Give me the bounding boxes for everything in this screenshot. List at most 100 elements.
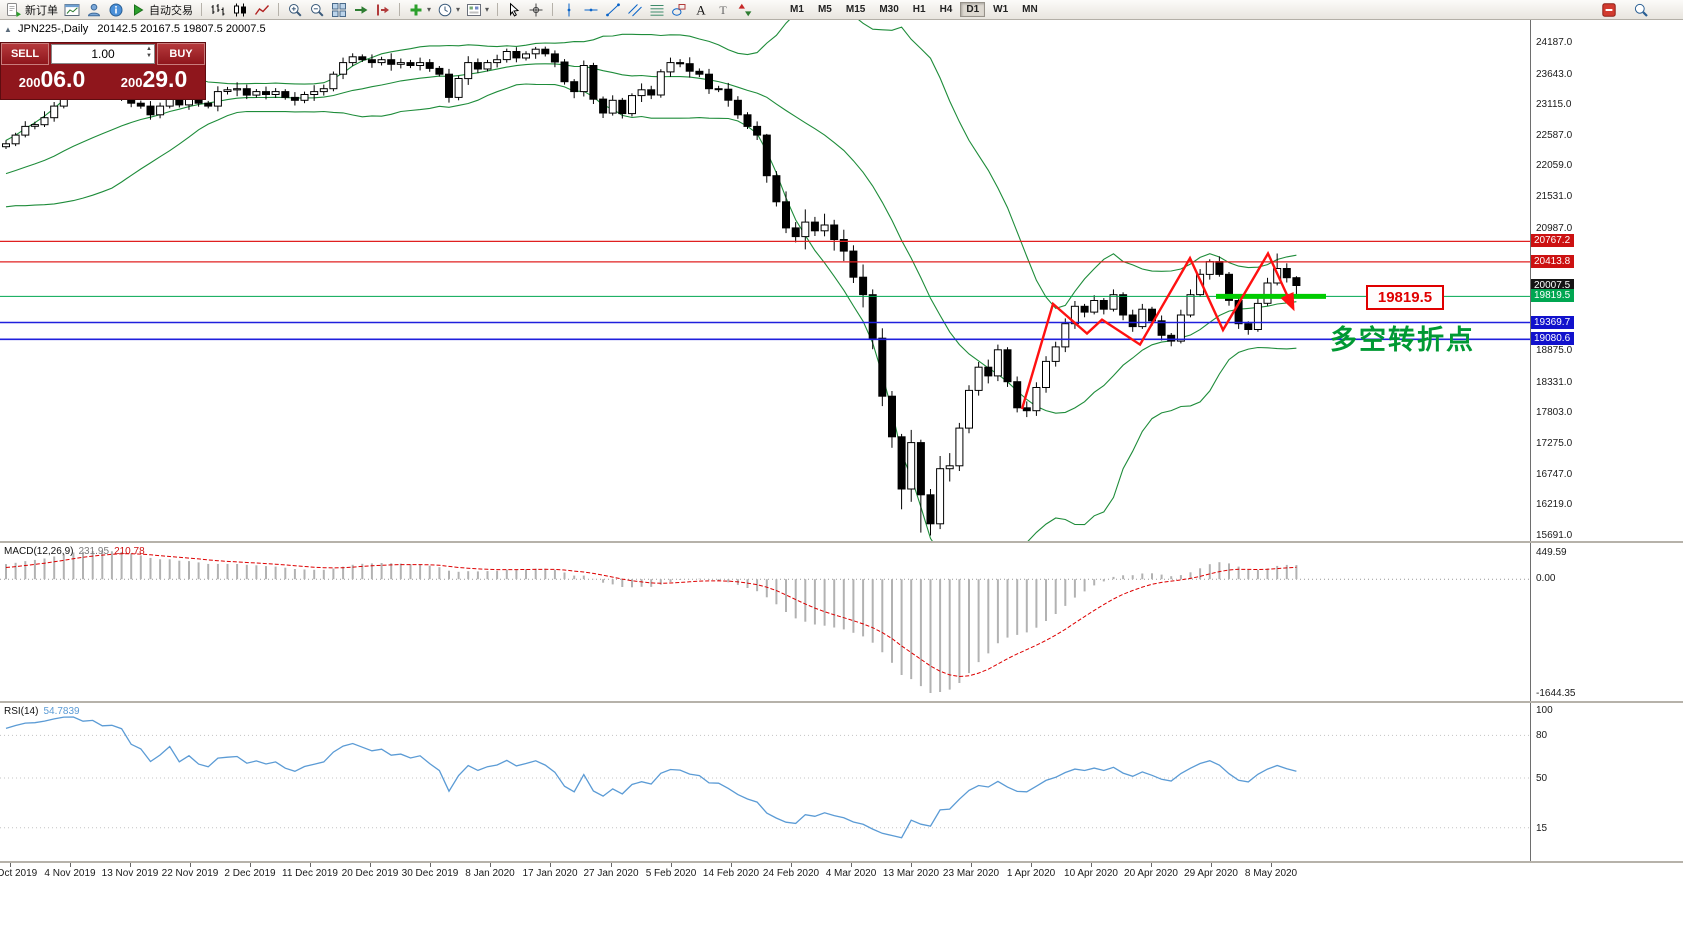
- macd-axis-label: 0.00: [1536, 573, 1556, 584]
- macd-indicator-canvas[interactable]: [0, 543, 1530, 701]
- toolbar-indicators-button[interactable]: ▾: [406, 1, 433, 19]
- price-axis-label: 22059.0: [1536, 160, 1573, 171]
- date-axis-label: 20 Dec 2019: [341, 868, 399, 879]
- date-tick: [190, 863, 191, 867]
- toolbar-profile-button[interactable]: [84, 1, 104, 19]
- volume-input[interactable]: 1.00 ▲ ▼: [51, 44, 155, 64]
- channel-icon: [627, 2, 643, 18]
- play-icon: [130, 2, 146, 18]
- rsi-indicator-canvas[interactable]: [0, 703, 1530, 861]
- price-axis-label: 23643.0: [1536, 69, 1573, 80]
- timeframe-H4[interactable]: H4: [939, 4, 953, 15]
- toolbar-arrows-button[interactable]: [735, 1, 755, 19]
- toolbar-periods-button[interactable]: ▾: [435, 1, 462, 19]
- timeframe-M1[interactable]: M1: [790, 4, 804, 15]
- toolbar-cursor-button[interactable]: [504, 1, 524, 19]
- toolbar-horizontal-line-button[interactable]: [581, 1, 601, 19]
- panel-separator[interactable]: [0, 861, 1683, 863]
- toolbar-zoom-in-button[interactable]: [285, 1, 305, 19]
- bollinger-lower-band[interactable]: [5, 83, 1297, 542]
- timeframe-M15[interactable]: M15: [845, 4, 866, 15]
- toolbar-equidistant-channel-button[interactable]: [625, 1, 645, 19]
- date-tick: [1271, 863, 1272, 867]
- timeframe-M5[interactable]: M5: [817, 4, 832, 15]
- toolbar-data-window-button[interactable]: [106, 1, 126, 19]
- candles-icon: [232, 2, 248, 18]
- toolbar-bar-chart-mode-button[interactable]: [208, 1, 228, 19]
- indicators-icon: [408, 2, 424, 18]
- price-big-digits: 29.0: [142, 66, 188, 92]
- toolbar-new-order-button[interactable]: 新订单: [4, 1, 60, 19]
- toolbar-trendline-button[interactable]: [603, 1, 623, 19]
- svg-text:T: T: [719, 3, 727, 17]
- toolbar-auto-trading-button[interactable]: 自动交易: [128, 1, 195, 19]
- toolbar-candlestick-mode-button[interactable]: [230, 1, 250, 19]
- macd-value: 231.95: [78, 546, 110, 557]
- price-badge: 20007.5: [1531, 279, 1575, 292]
- macd-histogram: [5, 551, 1298, 693]
- price-axis-label: 24187.0: [1536, 37, 1573, 48]
- price-badge: 19819.5: [1531, 289, 1575, 302]
- toolbar-button-label: 自动交易: [149, 4, 193, 17]
- toolbar-zoom-out-button[interactable]: [307, 1, 327, 19]
- date-tick: [250, 863, 251, 867]
- toolbar-text-label-button[interactable]: T: [713, 1, 733, 19]
- search-icon: [1633, 2, 1649, 18]
- toolbar-stop-button[interactable]: [1599, 1, 1619, 19]
- date-axis-label: 13 Nov 2019: [101, 868, 159, 879]
- rsi-axis-label: 100: [1536, 705, 1553, 716]
- toolbar-separator: [399, 3, 400, 16]
- toolbar-fibonacci-button[interactable]: [647, 1, 667, 19]
- date-tick: [130, 863, 131, 867]
- panel-separator[interactable]: [0, 701, 1683, 703]
- date-axis-label: 17 Jan 2020: [522, 868, 578, 879]
- toolbar-templates-button[interactable]: ▾: [464, 1, 491, 19]
- timeframe-W1[interactable]: W1: [993, 4, 1009, 15]
- rsi-axis-label: 80: [1536, 730, 1548, 742]
- toolbar-chart-shift-button[interactable]: [373, 1, 393, 19]
- toolbar-crosshair-button[interactable]: [526, 1, 546, 19]
- one-click-collapse-toggle-icon[interactable]: ▲: [4, 25, 12, 34]
- spin-down-icon[interactable]: ▼: [146, 53, 152, 59]
- date-tick: [971, 863, 972, 867]
- volume-spinner[interactable]: ▲ ▼: [146, 46, 152, 60]
- price-annotation-tag[interactable]: 19819.5: [1366, 285, 1444, 310]
- trendline-icon: [605, 2, 621, 18]
- toolbar-auto-scroll-button[interactable]: [351, 1, 371, 19]
- timeframe-H1[interactable]: H1: [912, 4, 926, 15]
- toolbar-search-button[interactable]: [1631, 1, 1651, 19]
- toolbar-chart-window-button[interactable]: [62, 1, 82, 19]
- sell-button[interactable]: SELL: [1, 43, 49, 65]
- toolbar-tile-windows-button[interactable]: [329, 1, 349, 19]
- panel-separator[interactable]: [0, 541, 1683, 543]
- buy-button[interactable]: BUY: [157, 43, 205, 65]
- date-tick: [550, 863, 551, 867]
- timeframe-D1[interactable]: D1: [960, 2, 986, 17]
- timeframe-M30[interactable]: M30: [879, 4, 899, 15]
- macd-axis-label: -1644.35: [1536, 688, 1576, 699]
- price-axis[interactable]: 100 80 50 15 24187.0 23643.0 23115.0 22587.0 220…: [1530, 20, 1683, 863]
- price-big-digits: 06.0: [40, 66, 86, 92]
- timeframe-MN[interactable]: MN: [1022, 4, 1038, 15]
- toolbar-vertical-line-button[interactable]: [559, 1, 579, 19]
- bollinger-middle-band[interactable]: [5, 63, 1297, 414]
- macd-name: MACD(12,26,9): [4, 546, 74, 557]
- chart-window-icon: [64, 2, 80, 18]
- date-tick: [310, 863, 311, 867]
- price-badge: 19080.6: [1531, 332, 1575, 345]
- date-axis-label: 29 Apr 2020: [1184, 868, 1238, 879]
- toolbar-text-button[interactable]: A: [691, 1, 711, 19]
- zigzag-trend-annotation[interactable]: [1020, 250, 1295, 410]
- rsi-axis-label: 15: [1536, 822, 1548, 834]
- price-badge: 19369.7: [1531, 316, 1575, 329]
- spin-up-icon[interactable]: ▲: [146, 46, 152, 52]
- one-click-trading-panel: SELL 1.00 ▲ ▼ BUY 200 06.0 200 29.0: [0, 42, 206, 100]
- toolbar-shapes-button[interactable]: [669, 1, 689, 19]
- toolbar-line-chart-mode-button[interactable]: [252, 1, 272, 19]
- date-tick: [1031, 863, 1032, 867]
- bollinger-upper-band[interactable]: [5, 20, 1297, 310]
- price-axis-label: 22587.0: [1536, 130, 1573, 141]
- main-chart-canvas[interactable]: [0, 20, 1530, 542]
